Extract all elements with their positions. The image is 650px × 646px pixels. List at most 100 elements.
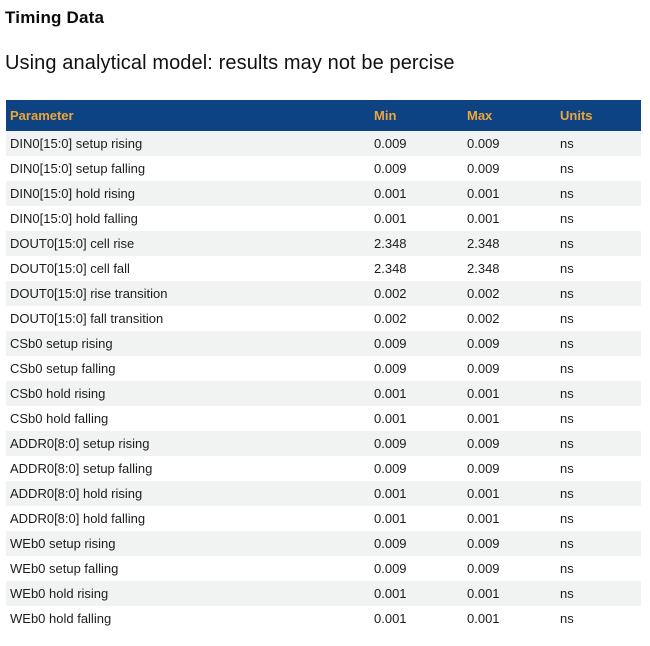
cell-min: 0.009: [374, 436, 407, 451]
cell-units: ns: [560, 586, 574, 601]
cell-units: ns: [560, 536, 574, 551]
cell-parameter: CSb0 setup falling: [10, 361, 116, 376]
table-row: ADDR0[8:0] setup rising 0.009 0.009 ns: [6, 431, 641, 456]
cell-min: 0.009: [374, 536, 407, 551]
cell-min: 0.009: [374, 361, 407, 376]
cell-max: 0.001: [467, 586, 500, 601]
cell-parameter: CSb0 setup rising: [10, 336, 113, 351]
cell-min: 0.001: [374, 611, 407, 626]
page-subtitle: Using analytical model: results may not …: [5, 52, 455, 74]
cell-max: 0.009: [467, 361, 500, 376]
cell-units: ns: [560, 161, 574, 176]
cell-max: 0.009: [467, 136, 500, 151]
cell-min: 0.001: [374, 211, 407, 226]
cell-parameter: CSb0 hold rising: [10, 386, 106, 401]
column-header-parameter: Parameter: [6, 100, 370, 131]
cell-min: 0.001: [374, 486, 407, 501]
table-header: Parameter Min Max Units: [6, 100, 641, 131]
cell-max: 0.009: [467, 436, 500, 451]
cell-units: ns: [560, 386, 574, 401]
cell-max: 0.001: [467, 611, 500, 626]
cell-max: 0.002: [467, 311, 500, 326]
cell-min: 0.002: [374, 286, 407, 301]
cell-parameter: DOUT0[15:0] cell rise: [10, 236, 135, 251]
table-row: DIN0[15:0] hold falling 0.001 0.001 ns: [6, 206, 641, 231]
cell-parameter: WEb0 hold rising: [10, 586, 109, 601]
table-row: CSb0 setup falling 0.009 0.009 ns: [6, 356, 641, 381]
cell-max: 0.009: [467, 336, 500, 351]
cell-min: 0.009: [374, 461, 407, 476]
cell-max: 2.348: [467, 261, 500, 276]
cell-units: ns: [560, 361, 574, 376]
cell-units: ns: [560, 436, 574, 451]
cell-parameter: DIN0[15:0] setup rising: [10, 136, 143, 151]
timing-table-body: DIN0[15:0] setup rising 0.009 0.009 ns DIN0[…: [6, 131, 641, 631]
cell-units: ns: [560, 336, 574, 351]
cell-max: 0.001: [467, 511, 500, 526]
table-row: DOUT0[15:0] cell fall 2.348 2.348 ns: [6, 256, 641, 281]
cell-max: 0.009: [467, 161, 500, 176]
table-row: DIN0[15:0] setup rising 0.009 0.009 ns: [6, 131, 641, 156]
cell-max: 0.001: [467, 486, 500, 501]
cell-max: 0.001: [467, 411, 500, 426]
cell-units: ns: [560, 311, 574, 326]
cell-units: ns: [560, 486, 574, 501]
cell-max: 0.001: [467, 211, 500, 226]
table-row: ADDR0[8:0] setup falling 0.009 0.009 ns: [6, 456, 641, 481]
cell-units: ns: [560, 461, 574, 476]
cell-units: ns: [560, 211, 574, 226]
table-row: DOUT0[15:0] rise transition 0.002 0.002 ns: [6, 281, 641, 306]
column-header-units: Units: [556, 100, 641, 131]
table-header-row: Parameter Min Max Units: [6, 100, 641, 131]
cell-units: ns: [560, 186, 574, 201]
cell-parameter: DOUT0[15:0] fall transition: [10, 311, 164, 326]
cell-units: ns: [560, 411, 574, 426]
column-header-min: Min: [370, 100, 463, 131]
cell-min: 0.009: [374, 336, 407, 351]
cell-parameter: ADDR0[8:0] setup falling: [10, 461, 153, 476]
timing-report-page: Timing Data Using analytical model: resu…: [5, 8, 641, 631]
cell-units: ns: [560, 286, 574, 301]
table-row: CSb0 hold falling 0.001 0.001 ns: [6, 406, 641, 431]
cell-parameter: CSb0 hold falling: [10, 411, 109, 426]
cell-units: ns: [560, 511, 574, 526]
cell-units: ns: [560, 561, 574, 576]
table-row: CSb0 setup rising 0.009 0.009 ns: [6, 331, 641, 356]
cell-units: ns: [560, 236, 574, 251]
table-row: CSb0 hold rising 0.001 0.001 ns: [6, 381, 641, 406]
cell-max: 0.001: [467, 186, 500, 201]
cell-min: 0.001: [374, 586, 407, 601]
cell-min: 2.348: [374, 261, 407, 276]
cell-min: 0.009: [374, 161, 407, 176]
cell-min: 0.001: [374, 411, 407, 426]
table-row: DIN0[15:0] hold rising 0.001 0.001 ns: [6, 181, 641, 206]
table-row: WEb0 setup falling 0.009 0.009 ns: [6, 556, 641, 581]
cell-parameter: ADDR0[8:0] setup rising: [10, 436, 150, 451]
table-row: ADDR0[8:0] hold falling 0.001 0.001 ns: [6, 506, 641, 531]
cell-max: 2.348: [467, 236, 500, 251]
cell-parameter: DIN0[15:0] hold rising: [10, 186, 136, 201]
cell-units: ns: [560, 611, 574, 626]
cell-parameter: WEb0 setup falling: [10, 561, 119, 576]
cell-max: 0.009: [467, 561, 500, 576]
cell-parameter: ADDR0[8:0] hold falling: [10, 511, 146, 526]
table-row: WEb0 hold falling 0.001 0.001 ns: [6, 606, 641, 631]
cell-parameter: WEb0 hold falling: [10, 611, 112, 626]
column-header-max: Max: [463, 100, 556, 131]
cell-min: 0.002: [374, 311, 407, 326]
cell-max: 0.001: [467, 386, 500, 401]
cell-max: 0.009: [467, 536, 500, 551]
timing-data-table: Parameter Min Max Units DIN0[15:0] setup…: [6, 100, 641, 631]
cell-min: 0.001: [374, 511, 407, 526]
cell-parameter: DIN0[15:0] setup falling: [10, 161, 146, 176]
table-row: DIN0[15:0] setup falling 0.009 0.009 ns: [6, 156, 641, 181]
cell-parameter: DOUT0[15:0] cell fall: [10, 261, 130, 276]
cell-max: 0.009: [467, 461, 500, 476]
table-row: WEb0 setup rising 0.009 0.009 ns: [6, 531, 641, 556]
cell-units: ns: [560, 261, 574, 276]
table-row: DOUT0[15:0] cell rise 2.348 2.348 ns: [6, 231, 641, 256]
table-row: ADDR0[8:0] hold rising 0.001 0.001 ns: [6, 481, 641, 506]
cell-min: 0.009: [374, 136, 407, 151]
page-title: Timing Data: [5, 8, 105, 27]
cell-parameter: WEb0 setup rising: [10, 536, 116, 551]
